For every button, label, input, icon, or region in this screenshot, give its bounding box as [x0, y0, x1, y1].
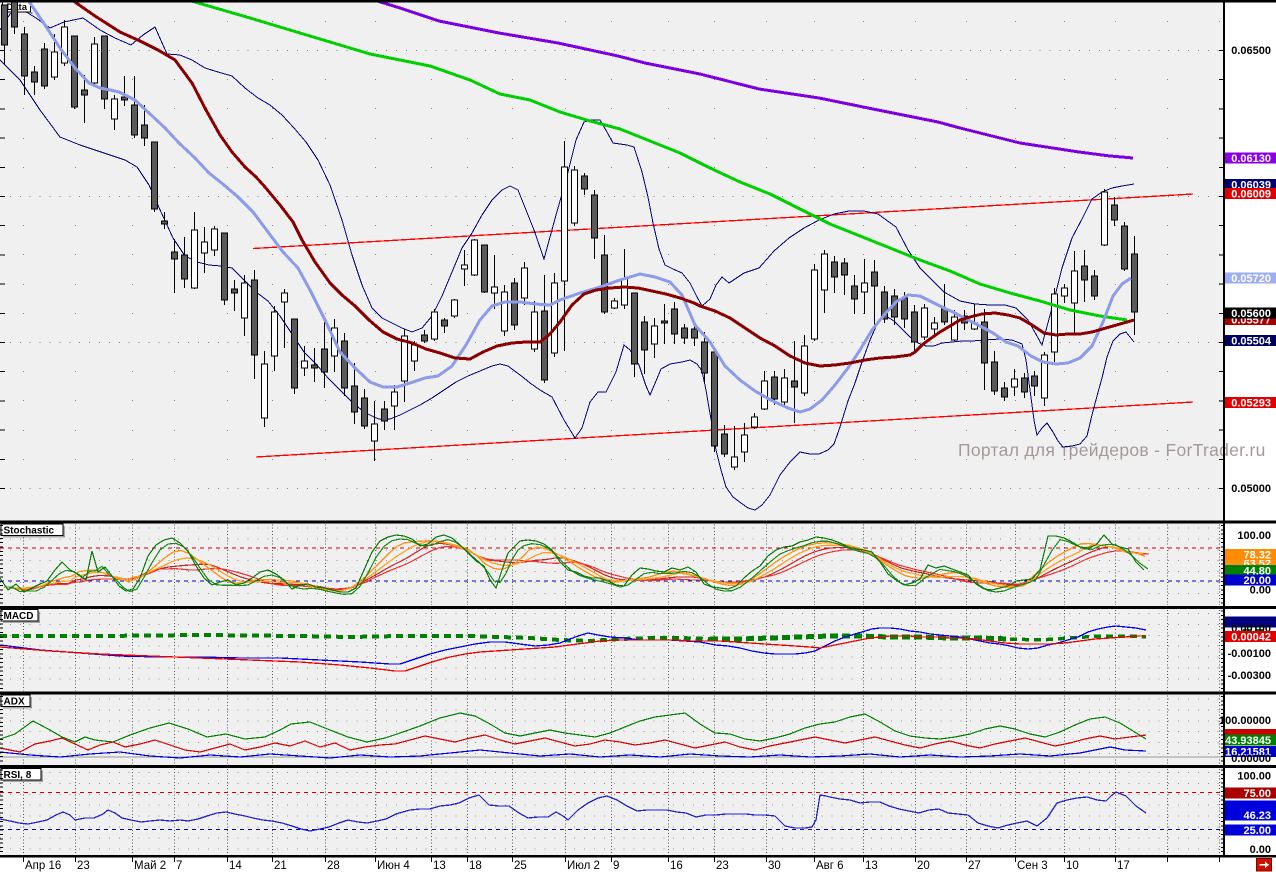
- svg-text:20: 20: [917, 860, 930, 872]
- svg-text:23: 23: [716, 860, 729, 872]
- svg-text:46.23: 46.23: [1243, 810, 1271, 822]
- svg-text:Апр 16: Апр 16: [25, 860, 61, 872]
- svg-text:Портал для трейдеров - ForTrad: Портал для трейдеров - ForTrader.ru: [958, 440, 1266, 460]
- svg-text:18: 18: [469, 860, 482, 872]
- svg-text:0.05293: 0.05293: [1231, 397, 1271, 409]
- svg-text:Май 2: Май 2: [134, 860, 166, 872]
- svg-text:0.06500: 0.06500: [1231, 45, 1271, 57]
- svg-text:RSI, 8: RSI, 8: [4, 770, 32, 781]
- svg-text:ADX: ADX: [4, 697, 25, 708]
- svg-text:0.00: 0.00: [1250, 844, 1271, 856]
- svg-text:78.32: 78.32: [1243, 550, 1271, 562]
- svg-text:13: 13: [865, 860, 878, 872]
- svg-text:30: 30: [768, 860, 781, 872]
- svg-text:27: 27: [968, 860, 981, 872]
- svg-text:13: 13: [433, 860, 446, 872]
- svg-text:43.93845: 43.93845: [1225, 735, 1271, 747]
- svg-text:25: 25: [514, 860, 527, 872]
- svg-text:Июл 2: Июл 2: [567, 860, 600, 872]
- svg-text:100.00: 100.00: [1237, 530, 1271, 542]
- svg-text:28: 28: [327, 860, 340, 872]
- svg-text:0.05504: 0.05504: [1231, 336, 1272, 348]
- svg-text:9: 9: [613, 860, 619, 872]
- svg-text:21: 21: [274, 860, 287, 872]
- svg-text:100.00000: 100.00000: [1219, 715, 1271, 727]
- svg-text:0.05720: 0.05720: [1231, 273, 1271, 285]
- svg-text:0.05600: 0.05600: [1231, 308, 1271, 320]
- svg-text:0.00042: 0.00042: [1231, 632, 1271, 644]
- svg-text:7: 7: [176, 860, 182, 872]
- svg-text:10: 10: [1066, 860, 1079, 872]
- svg-text:0.00: 0.00: [1250, 584, 1271, 596]
- svg-text:16.21581: 16.21581: [1225, 746, 1271, 758]
- svg-text:16: 16: [670, 860, 683, 872]
- svg-text:17: 17: [1117, 860, 1130, 872]
- svg-text:25.00: 25.00: [1243, 825, 1271, 837]
- svg-text:100.00: 100.00: [1237, 771, 1271, 783]
- svg-text:23: 23: [77, 860, 90, 872]
- svg-text:0.00000: 0.00000: [1231, 753, 1271, 765]
- svg-text:0.06130: 0.06130: [1231, 153, 1271, 165]
- svg-text:Июн 4: Июн 4: [377, 860, 410, 872]
- svg-text:0.05000: 0.05000: [1231, 483, 1271, 495]
- svg-text:-0.00300: -0.00300: [1228, 670, 1271, 682]
- svg-text:-0.00100: -0.00100: [1228, 648, 1271, 660]
- svg-text:20.00: 20.00: [1243, 575, 1271, 587]
- svg-text:75.00: 75.00: [1243, 788, 1271, 800]
- svg-text:Сен 3: Сен 3: [1017, 860, 1048, 872]
- svg-text:MACD: MACD: [4, 611, 34, 622]
- svg-text:Авг 6: Авг 6: [816, 860, 844, 872]
- svg-text:Stochastic: Stochastic: [4, 526, 55, 537]
- svg-text:14: 14: [229, 860, 242, 872]
- svg-text:0.06009: 0.06009: [1231, 188, 1271, 200]
